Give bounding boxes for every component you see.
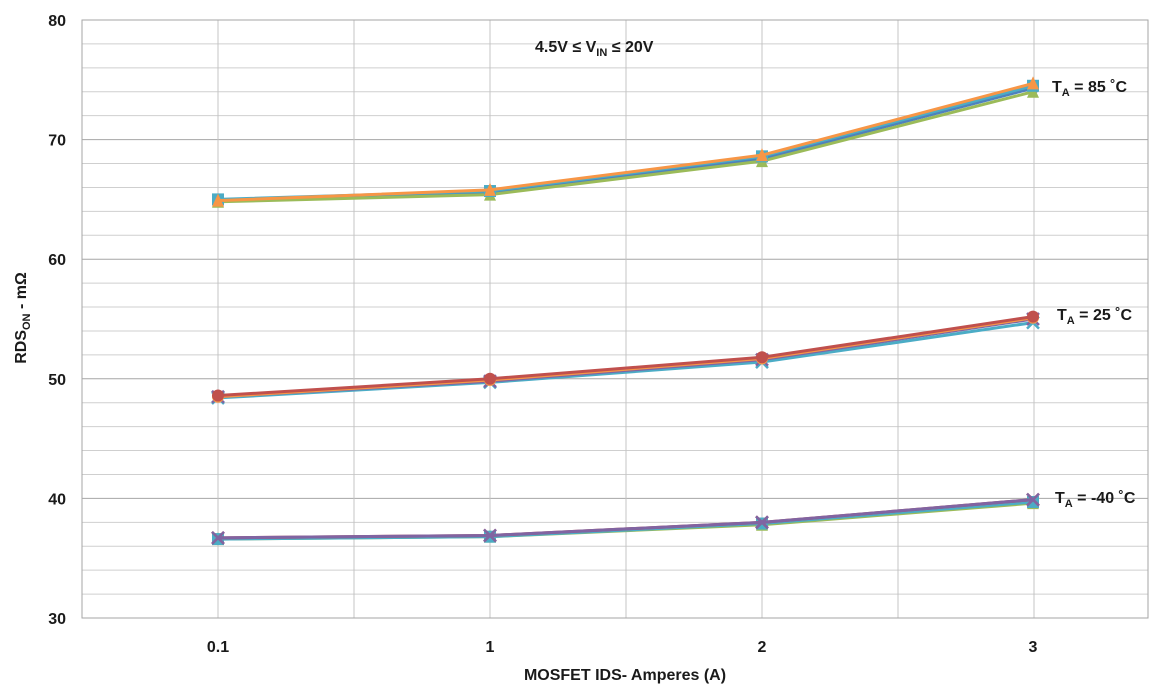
data-point: [755, 515, 769, 530]
data-point: [484, 182, 496, 196]
group-label-85c: TA = 85 ˚C: [1052, 79, 1128, 99]
x-tick-label: 0.1: [207, 639, 229, 656]
data-point: [211, 530, 225, 545]
series-layer: [211, 76, 1040, 546]
data-point: [484, 372, 496, 385]
data-point: [1027, 495, 1039, 508]
grid: [81, 19, 1149, 619]
data-point: [483, 528, 497, 543]
y-tick-label: 50: [48, 372, 66, 389]
group-label-minus40c: TA = -40 ˚C: [1055, 490, 1136, 510]
plot-border: [81, 19, 1149, 619]
condition-note: 4.5V ≤ VIN ≤ 20V: [535, 39, 654, 59]
series-group-2: [211, 492, 1040, 546]
x-tick-label: 1: [486, 639, 495, 656]
y-tick-label: 30: [48, 611, 66, 628]
data-point: [1027, 310, 1039, 323]
data-point: [756, 148, 768, 162]
series-line: [217, 498, 1034, 540]
data-point: [756, 351, 768, 364]
y-tick-label: 60: [48, 252, 66, 269]
x-tick-label: 2: [758, 639, 767, 656]
y-tick-label: 80: [48, 13, 66, 30]
series-line: [217, 81, 1034, 203]
group-label-25c: TA = 25 ˚C: [1057, 307, 1133, 327]
x-axis-title: MOSFET IDS- Amperes (A): [524, 667, 726, 684]
y-tick-label: 70: [48, 133, 66, 150]
data-point: [1026, 492, 1040, 507]
data-point: [212, 389, 224, 402]
ticks: 30 40 50 60 70 80 0.1 1 2 3: [48, 13, 1037, 656]
series-group-0: [212, 76, 1039, 208]
series-line: [217, 90, 1034, 204]
data-point: [1027, 76, 1039, 90]
data-point: [212, 193, 224, 207]
y-tick-label: 40: [48, 491, 66, 508]
series-line: [217, 315, 1034, 398]
series-group-1: [211, 310, 1040, 405]
y-axis-title: RDSON - mΩ: [13, 272, 33, 364]
x-tick-label: 3: [1029, 639, 1038, 656]
